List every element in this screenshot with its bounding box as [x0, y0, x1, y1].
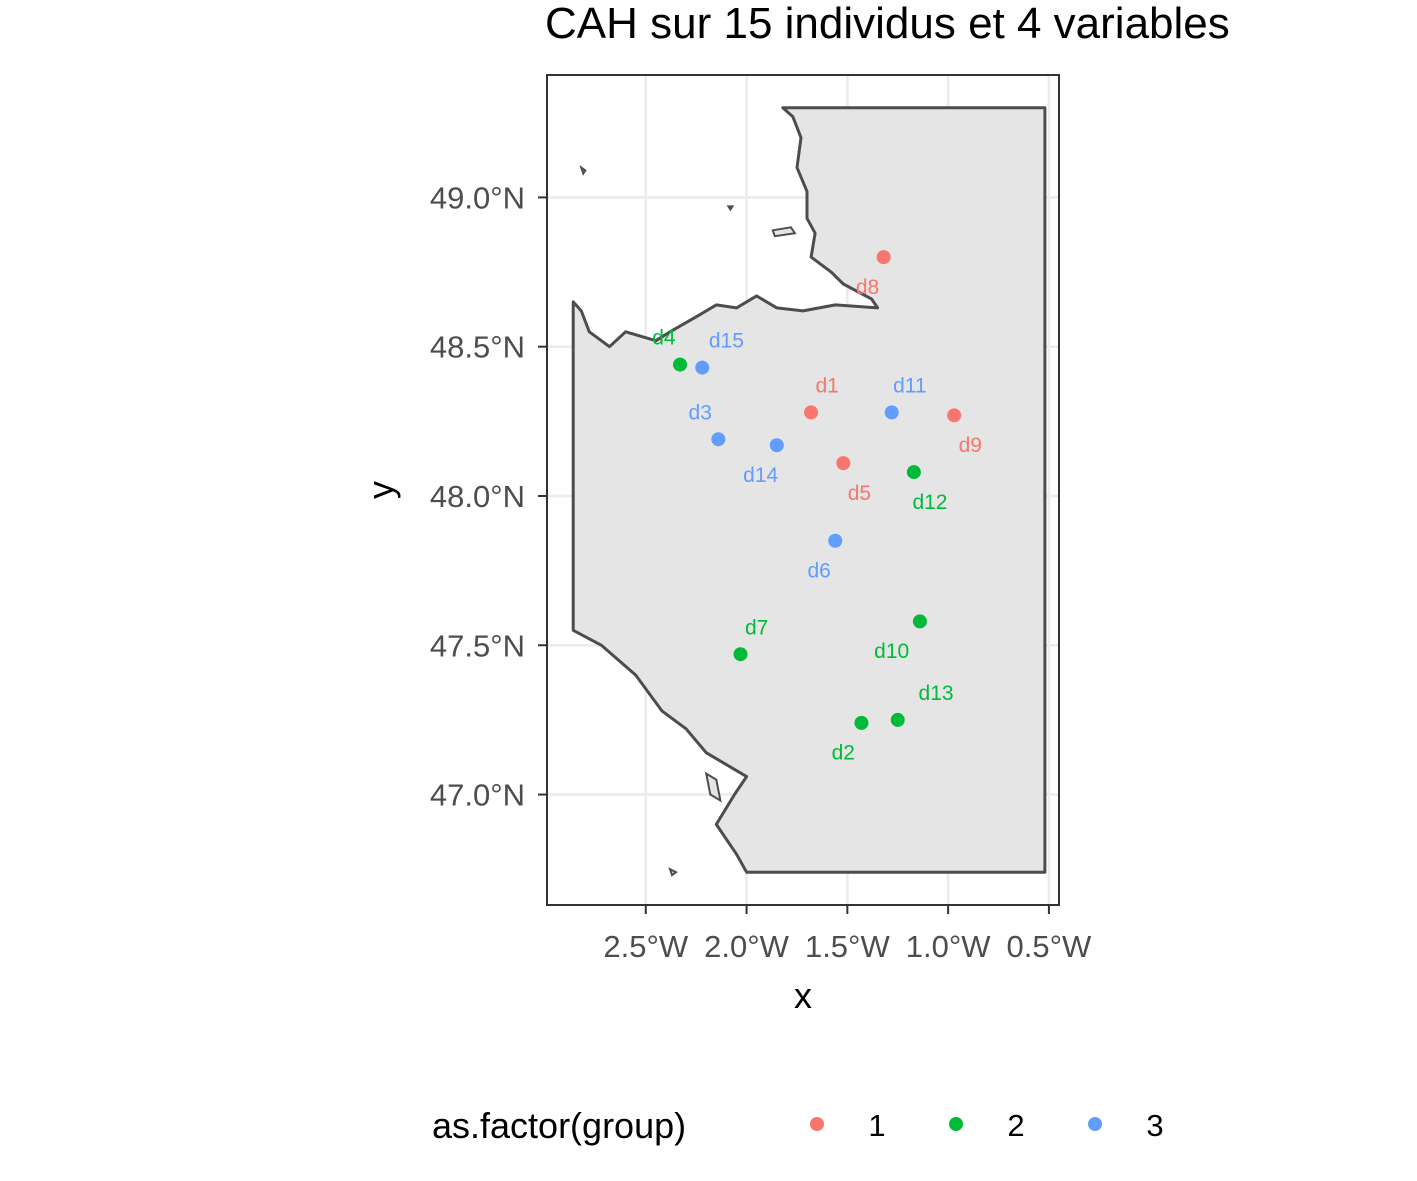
y-tick-label: 48.5°N [430, 330, 525, 365]
x-tick-label: 2.5°W [603, 929, 688, 964]
region-island [668, 867, 678, 877]
point-label-d11: d11 [893, 375, 926, 398]
point-d13 [890, 712, 905, 727]
point-label-d10: d10 [874, 640, 909, 663]
point-d4 [673, 357, 688, 372]
region-island [579, 164, 587, 176]
y-tick-label: 48.0°N [430, 479, 525, 514]
point-labels: d1 d2 d3 d4 d5 d6 d7 d8 d9 d10 d11 d12 d13 d14 d15 [652, 276, 982, 765]
point-d6 [828, 533, 843, 548]
point-label-d12: d12 [912, 491, 947, 514]
legend-key-3 [1088, 1117, 1102, 1131]
map-region [571, 106, 1047, 877]
y-axis: 47.0°N 47.5°N 48.0°N 48.5°N 49.0°N [430, 180, 547, 813]
x-axis: 2.5°W 2.0°W 1.5°W 1.0°W 0.5°W [603, 905, 1092, 964]
point-d14 [769, 438, 784, 453]
point-d8 [876, 250, 891, 265]
legend-key-1 [810, 1117, 824, 1131]
data-points [673, 250, 962, 730]
point-d3 [711, 432, 726, 447]
point-d5 [836, 456, 851, 471]
region-island [726, 205, 735, 212]
legend-label-2: 2 [1007, 1108, 1024, 1143]
region-island [704, 771, 722, 803]
panel-border [546, 74, 1060, 906]
x-tick-label: 1.0°W [906, 929, 991, 964]
legend-entries: 1 2 3 [810, 1108, 1164, 1143]
point-d10 [912, 614, 927, 629]
point-d2 [854, 715, 869, 730]
legend-title: as.factor(group) [432, 1105, 686, 1146]
x-tick-label: 1.5°W [805, 929, 890, 964]
chart-title: CAH sur 15 individus et 4 variables [545, 0, 1230, 48]
point-label-d5: d5 [848, 482, 871, 505]
legend-key-2 [949, 1117, 963, 1131]
point-label-d8: d8 [856, 276, 879, 299]
point-label-d9: d9 [959, 434, 982, 457]
point-label-d3: d3 [689, 401, 712, 424]
point-label-d4: d4 [652, 327, 676, 350]
point-d1 [804, 405, 819, 420]
region-outline [571, 106, 1047, 874]
point-label-d13: d13 [919, 682, 954, 705]
region-island [771, 226, 797, 238]
point-d15 [695, 360, 710, 375]
point-d9 [947, 408, 962, 423]
point-label-d1: d1 [816, 375, 839, 398]
legend-label-1: 1 [868, 1108, 885, 1143]
plot-panel: d1 d2 d3 d4 d5 d6 d7 d8 d9 d10 d11 d12 d13 d14 d15 [546, 74, 1060, 906]
point-label-d2: d2 [832, 742, 855, 765]
y-tick-label: 47.0°N [430, 778, 525, 813]
point-d11 [884, 405, 899, 420]
y-axis-title: y [360, 481, 401, 499]
legend: as.factor(group) 1 2 3 [432, 1105, 1164, 1146]
point-label-d7: d7 [745, 616, 768, 639]
point-d12 [906, 465, 921, 480]
y-tick-label: 47.5°N [430, 628, 525, 663]
point-label-d14: d14 [743, 464, 778, 487]
legend-label-3: 3 [1146, 1108, 1163, 1143]
point-label-d6: d6 [807, 560, 830, 583]
x-axis-title: x [794, 975, 812, 1016]
x-tick-label: 2.0°W [704, 929, 789, 964]
point-d7 [733, 647, 748, 662]
point-label-d15: d15 [709, 330, 744, 353]
y-tick-label: 49.0°N [430, 180, 525, 215]
x-tick-label: 0.5°W [1007, 929, 1092, 964]
